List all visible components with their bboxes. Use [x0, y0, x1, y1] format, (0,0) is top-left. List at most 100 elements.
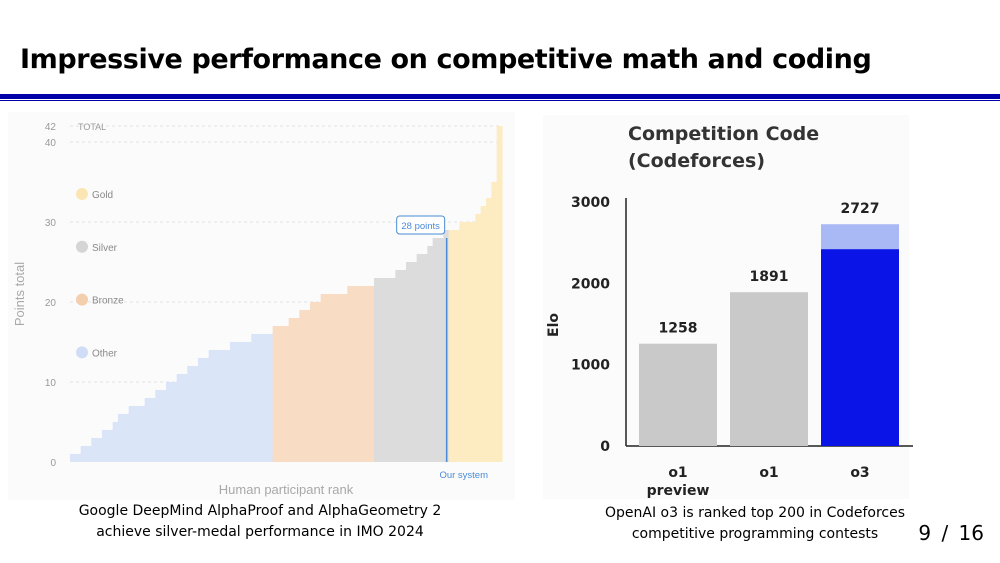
- legend-label-gold: Gold: [92, 190, 113, 201]
- bar: [336, 294, 343, 462]
- our-system-label: Our system: [439, 470, 488, 481]
- y-tick-label: 30: [45, 218, 57, 229]
- bar: [235, 342, 242, 462]
- bar: [230, 342, 236, 462]
- bar: [160, 390, 167, 462]
- legend-label-silver: Silver: [92, 243, 118, 254]
- page-separator: /: [941, 521, 949, 545]
- bar: [166, 382, 172, 462]
- legend-swatch-other: [76, 346, 88, 359]
- bar: [192, 366, 199, 462]
- y-axis-label: Elo: [546, 313, 562, 337]
- bar: [427, 246, 434, 462]
- page-current: 9: [918, 521, 932, 545]
- bar: [352, 286, 359, 462]
- bar: [278, 326, 284, 462]
- bar: [251, 334, 258, 462]
- bar: [448, 230, 455, 462]
- bar: [639, 343, 717, 446]
- y-tick-label: 0: [50, 458, 56, 469]
- bar: [363, 286, 370, 462]
- legend-label-bronze: Bronze: [92, 296, 124, 307]
- bar: [821, 249, 899, 446]
- bar: [123, 414, 130, 462]
- legend-label-other: Other: [92, 348, 118, 359]
- our-system-callout: [396, 215, 446, 235]
- bar: [320, 294, 327, 462]
- category-label-line2: preview: [647, 483, 710, 499]
- y-tick-label: 40: [45, 138, 57, 149]
- imo-caption-line1: Google DeepMind AlphaProof and AlphaGeom…: [78, 503, 442, 519]
- bar: [150, 398, 156, 462]
- cf-caption-line2: competitive programming contests: [631, 526, 879, 542]
- bar: [480, 206, 487, 462]
- bar: [134, 406, 140, 462]
- bar: [102, 430, 108, 462]
- bar: [358, 286, 364, 462]
- page-number: 9 / 16: [918, 521, 984, 545]
- value-label: 1258: [659, 321, 698, 337]
- y-tick-label: 1000: [571, 358, 610, 374]
- bar: [107, 430, 114, 462]
- imo-caption: Google DeepMind AlphaProof and AlphaGeom…: [40, 501, 480, 543]
- total-label: TOTAL: [78, 122, 106, 132]
- bar: [171, 382, 178, 462]
- bar: [294, 318, 300, 462]
- y-tick-label: 42: [45, 122, 57, 133]
- bar: [91, 438, 98, 462]
- bar: [80, 446, 87, 462]
- bar: [70, 454, 76, 462]
- bar: [331, 294, 338, 462]
- bar: [422, 254, 428, 462]
- bar: [470, 222, 476, 462]
- page-total: 16: [958, 521, 984, 545]
- bar-top: [821, 224, 899, 250]
- value-label: 1891: [750, 269, 789, 285]
- bar: [464, 222, 471, 462]
- bar: [208, 350, 215, 462]
- bar: [262, 334, 268, 462]
- bar: [176, 374, 183, 462]
- bar: [400, 270, 407, 462]
- bar: [342, 294, 348, 462]
- bar: [326, 294, 332, 462]
- bar: [139, 406, 146, 462]
- bar: [304, 310, 311, 462]
- bar: [246, 342, 252, 462]
- bar: [730, 292, 808, 446]
- y-tick-label: 3000: [571, 195, 610, 211]
- bar: [112, 422, 119, 462]
- bar: [347, 286, 354, 462]
- y-tick-label: 2000: [571, 276, 610, 292]
- x-axis-label: Human participant rank: [219, 482, 354, 497]
- bar: [75, 454, 82, 462]
- bar: [459, 222, 466, 462]
- category-label: o1: [668, 465, 687, 481]
- bar: [96, 438, 103, 462]
- bar: [379, 278, 386, 462]
- bar: [390, 278, 396, 462]
- bar: [224, 350, 231, 462]
- title-rule-thin: [0, 100, 1000, 101]
- legend-swatch-bronze: [76, 293, 88, 306]
- category-label: o3: [850, 465, 869, 481]
- bar: [187, 366, 194, 462]
- bar: [368, 286, 375, 462]
- bar: [267, 334, 274, 462]
- bar: [198, 358, 204, 462]
- slide-title: Impressive performance on competitive ma…: [20, 44, 872, 75]
- our-system-callout-label: 28 points: [401, 221, 440, 232]
- bar: [283, 326, 290, 462]
- title-rule: [0, 94, 1000, 99]
- bar: [310, 302, 316, 462]
- cf-caption-line1: OpenAI o3 is ranked top 200 in Codeforce…: [604, 505, 906, 521]
- bar: [203, 358, 210, 462]
- bar: [214, 350, 220, 462]
- bar: [374, 278, 380, 462]
- chart-title: Competition Code: [628, 123, 819, 145]
- legend-swatch-silver: [76, 240, 88, 253]
- bar: [240, 342, 247, 462]
- bar: [299, 310, 306, 462]
- bar: [496, 126, 503, 462]
- imo-caption-line2: achieve silver-medal performance in IMO …: [96, 524, 424, 540]
